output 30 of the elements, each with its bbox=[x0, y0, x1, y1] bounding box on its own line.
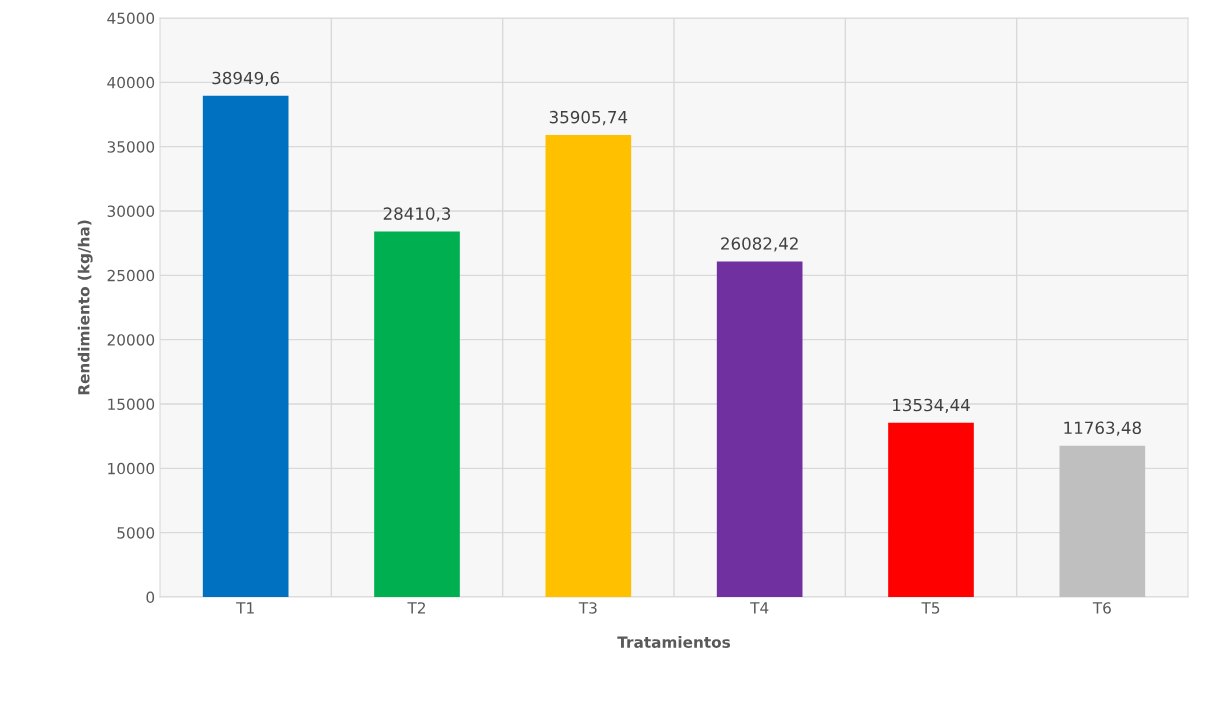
y-tick-label: 10000 bbox=[108, 462, 155, 475]
y-tick-label: 45000 bbox=[107, 12, 155, 25]
data-label: 11763,48 bbox=[1064, 421, 1141, 436]
y-axis-title: Rendimiento (kg/ha) bbox=[77, 220, 93, 395]
y-tick-label: 15000 bbox=[108, 398, 155, 411]
x-tick-label: T4 bbox=[750, 602, 769, 614]
y-tick-label: 30000 bbox=[107, 205, 155, 218]
y-tick-label: 5000 bbox=[117, 527, 155, 539]
y-tick-label: 20000 bbox=[107, 334, 155, 346]
bar bbox=[374, 231, 460, 597]
data-label: 35905,74 bbox=[549, 110, 628, 126]
data-label: 26082,42 bbox=[721, 237, 798, 252]
bar bbox=[716, 261, 803, 597]
bar bbox=[202, 95, 289, 597]
x-tick-label: T3 bbox=[578, 602, 597, 614]
bar bbox=[888, 422, 974, 597]
y-tick-label: 35000 bbox=[107, 141, 155, 153]
y-tick-label: 25000 bbox=[107, 269, 155, 282]
bar bbox=[1059, 445, 1146, 597]
x-tick-label: T1 bbox=[236, 602, 254, 614]
y-tick-label: 40000 bbox=[107, 76, 155, 89]
y-tick-label: 0 bbox=[146, 591, 155, 604]
data-label: 28410,3 bbox=[383, 207, 451, 222]
bar bbox=[545, 135, 632, 597]
x-tick-label: T5 bbox=[921, 602, 940, 614]
x-tick-label: T2 bbox=[407, 602, 425, 614]
x-tick-label: T6 bbox=[1092, 602, 1111, 614]
data-label: 13534,44 bbox=[893, 398, 970, 413]
data-label: 38949,6 bbox=[212, 71, 280, 86]
x-axis-title: Tratamientos bbox=[617, 636, 731, 648]
